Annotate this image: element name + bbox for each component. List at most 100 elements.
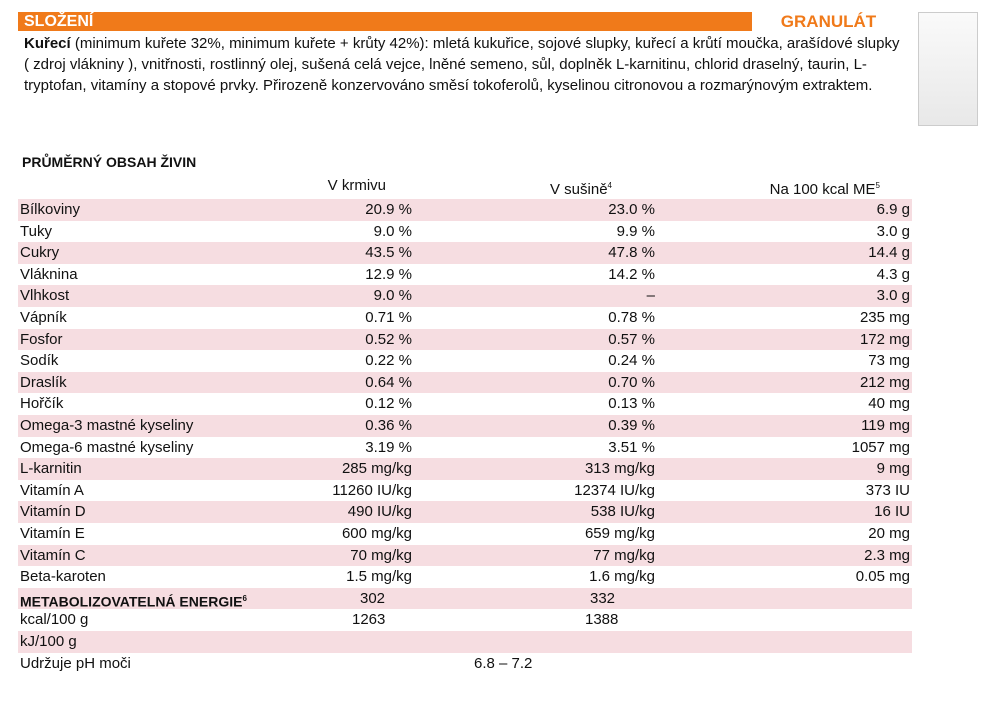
cell-value: 16 IU [874, 501, 910, 523]
footnote-ref: 5 [876, 181, 880, 190]
row-label: Tuky [20, 221, 52, 243]
cell-value: 73 mg [868, 350, 910, 372]
cell-value: 14.2 % [608, 264, 655, 286]
ingredients-text: (minimum kuřete 32%, minimum kuřete + kr… [24, 35, 899, 94]
column-header: Na 100 kcal ME5 [770, 175, 880, 201]
cell-value: 3.0 g [877, 221, 910, 243]
header-title: SLOŽENÍ [24, 12, 93, 31]
cell-value: 77 mg/kg [593, 545, 655, 567]
table-row: Vitamín A11260 IU/kg12374 IU/kg373 IU [18, 480, 912, 502]
cell-value: 0.39 % [608, 415, 655, 437]
cell-value: 600 mg/kg [342, 523, 412, 545]
cell-value: 0.70 % [608, 372, 655, 394]
row-label: Vitamín D [20, 501, 86, 523]
row-label: Draslík [20, 372, 67, 394]
cell-value: 285 mg/kg [342, 458, 412, 480]
label: Na 100 kcal ME [770, 181, 876, 198]
table-row: Vápník 0.71 % 0.78 % 235 mg [18, 307, 912, 329]
cell-value: 313 mg/kg [585, 458, 655, 480]
row-label: Omega-3 mastné kyseliny [20, 415, 193, 437]
cell-value: 1263 [352, 609, 385, 631]
row-label: Vláknina [20, 264, 78, 286]
cell-value: 0.52 % [365, 329, 412, 351]
cell-value: 0.64 % [365, 372, 412, 394]
row-label: Beta-karoten [20, 566, 106, 588]
row-label: kcal/100 g [20, 609, 88, 631]
header-format: GRANULÁT [752, 12, 905, 31]
table-row: Tuky 9.0 % 9.9 % 3.0 g [18, 221, 912, 243]
table-title: PRŮMĚRNÝ OBSAH ŽIVIN [22, 154, 196, 170]
row-label: Cukry [20, 242, 59, 264]
cell-value: 0.22 % [365, 350, 412, 372]
cell-value: 0.71 % [365, 307, 412, 329]
cell-value: 0.57 % [608, 329, 655, 351]
row-label: L-karnitin [20, 458, 82, 480]
footnote-ref: 6 [242, 594, 246, 603]
cell-value: 3.19 % [365, 437, 412, 459]
table-row: Beta-karoten 1.5 mg/kg 1.6 mg/kg 0.05 mg [18, 566, 912, 588]
cell-value: 43.5 % [365, 242, 412, 264]
row-label: Udržuje pH moči [20, 653, 131, 675]
cell-value: 538 IU/kg [591, 501, 655, 523]
cell-value: 3.51 % [608, 437, 655, 459]
row-label: Sodík [20, 350, 58, 372]
cell-value: 9.0 % [374, 221, 412, 243]
page: SLOŽENÍ GRANULÁT Kuřecí (minimum kuřete … [0, 0, 983, 702]
cell-value: 172 mg [860, 329, 910, 351]
column-header: V sušině4 [550, 175, 612, 201]
cell-value: 12.9 % [365, 264, 412, 286]
cell-value: 23.0 % [608, 199, 655, 221]
row-label: Vlhkost [20, 285, 69, 307]
cell-value: 0.78 % [608, 307, 655, 329]
table-row: Cukry 43.5 % 47.8 % 14.4 g [18, 242, 912, 264]
cell-value: 47.8 % [608, 242, 655, 264]
table-row: Fosfor 0.52 % 0.57 % 172 mg [18, 329, 912, 351]
row-label: Vitamín C [20, 545, 86, 567]
cell-value: 70 mg/kg [350, 545, 412, 567]
cell-value: 1.6 mg/kg [589, 566, 655, 588]
cell-value: 0.36 % [365, 415, 412, 437]
table-row: Vitamín D 490 IU/kg 538 IU/kg 16 IU [18, 501, 912, 523]
cell-value: 9.9 % [617, 221, 655, 243]
row-label: Vápník [20, 307, 67, 329]
cell-value: 4.3 g [877, 264, 910, 286]
footnote-ref: 4 [608, 181, 612, 190]
row-label: Fosfor [20, 329, 63, 351]
cell-value: 6.9 g [877, 199, 910, 221]
table-row: Vláknina 12.9 % 14.2 % 4.3 g [18, 264, 912, 286]
cell-value: 11260 IU/kg [332, 480, 412, 502]
table-row: Vitamín C 70 mg/kg 77 mg/kg 2.3 mg [18, 545, 912, 567]
cell-value: 1.5 mg/kg [346, 566, 412, 588]
cell-value: 119 mg [861, 415, 910, 437]
row-label: kJ/100 g [20, 631, 77, 653]
cell-value: 235 mg [860, 307, 910, 329]
cell-value: 0.12 % [365, 393, 412, 415]
cell-value: 373 IU [866, 480, 910, 502]
cell-value: 2.3 mg [864, 545, 910, 567]
label: V sušině [550, 181, 608, 198]
column-header: V krmivu [328, 175, 386, 197]
label: METABOLIZOVATELNÁ ENERGIE [20, 593, 242, 609]
cell-value: 6.8 – 7.2 [474, 653, 532, 675]
row-label: Omega-6 mastné kyseliny [20, 437, 193, 459]
column-headers: V krmivu V sušině4 Na 100 kcal ME5 [18, 175, 912, 197]
cell-value: 0.05 mg [856, 566, 910, 588]
cell-value: 0.13 % [608, 393, 655, 415]
cell-value: 490 IU/kg [348, 501, 412, 523]
cell-value: 332 [590, 588, 615, 610]
ingredients: Kuřecí (minimum kuřete 32%, minimum kuře… [24, 33, 904, 96]
cell-value: 20 mg [868, 523, 910, 545]
product-image [918, 12, 978, 126]
cell-value: 14.4 g [868, 242, 910, 264]
cell-value: 12374 IU/kg [574, 480, 655, 502]
label: V krmivu [328, 177, 386, 194]
cell-value: 40 mg [868, 393, 910, 415]
ingredients-lead: Kuřecí [24, 35, 71, 52]
